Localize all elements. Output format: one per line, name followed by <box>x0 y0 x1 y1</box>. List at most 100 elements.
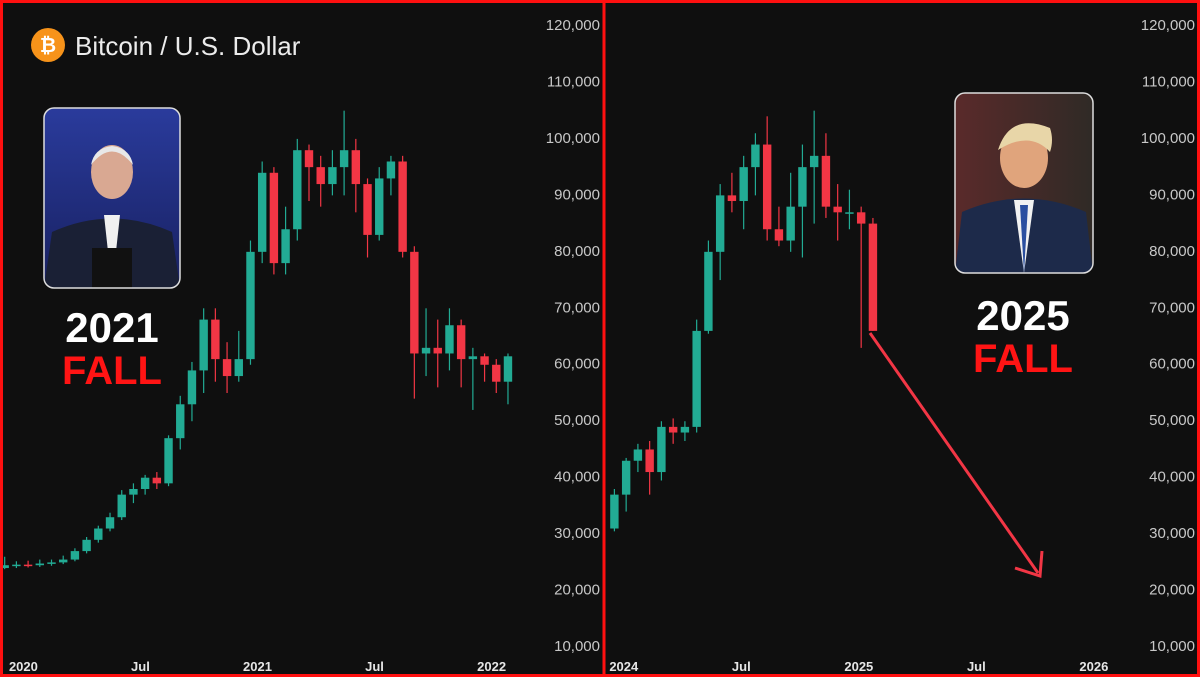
candle-body <box>129 488 138 495</box>
candle-body <box>480 356 489 365</box>
x-tick-label: Jul <box>732 659 751 674</box>
y-tick-label: 10,000 <box>554 638 600 655</box>
candle-body <box>657 426 666 473</box>
candle-body <box>234 359 243 377</box>
candle-body <box>503 356 513 382</box>
candle-body <box>468 356 478 360</box>
x-tick-label: Jul <box>967 659 986 674</box>
candle-body <box>727 195 737 202</box>
candle-body <box>339 150 349 168</box>
x-tick-label: Jul <box>131 659 150 674</box>
trend-arrow <box>868 332 1040 574</box>
candle-body <box>621 460 631 495</box>
candle-body <box>176 404 185 439</box>
y-tick-label: 120,000 <box>1141 17 1195 34</box>
candle-body <box>164 438 173 484</box>
candle-body <box>398 161 407 252</box>
candle-body <box>856 212 866 224</box>
y-tick-label: 80,000 <box>554 243 600 260</box>
y-tick-label: 50,000 <box>1149 412 1195 429</box>
candle-body <box>35 563 44 566</box>
candle-body <box>199 319 208 371</box>
portrait <box>44 108 180 288</box>
annotation-year: 2021 <box>65 304 158 351</box>
candle-body <box>140 477 150 489</box>
candle-body <box>739 167 748 202</box>
x-tick-label: 2020 <box>9 659 38 674</box>
x-tick-label: 2021 <box>243 659 272 674</box>
y-tick-label: 110,000 <box>547 73 600 90</box>
candle-body <box>59 559 68 563</box>
candle-body <box>386 161 396 179</box>
candle-body <box>269 172 279 264</box>
x-tick-label: 2026 <box>1079 659 1108 674</box>
candle-body <box>845 212 854 214</box>
y-tick-label: 120,000 <box>546 17 600 34</box>
candle-body <box>281 229 290 264</box>
candle-body <box>246 251 255 360</box>
candle-body <box>304 150 314 168</box>
candle-body <box>257 172 267 252</box>
y-tick-label: 30,000 <box>554 525 600 542</box>
candle-body <box>762 144 772 230</box>
annotation-fall: FALL <box>62 349 162 393</box>
candle-body <box>47 562 56 564</box>
y-tick-label: 60,000 <box>1149 356 1195 373</box>
logo-symbol: ₿ <box>40 35 56 57</box>
candle-body <box>82 539 91 552</box>
y-tick-label: 100,000 <box>546 130 600 147</box>
candle-body <box>774 229 784 241</box>
candle-body <box>105 517 115 529</box>
x-tick-label: 2025 <box>844 659 873 674</box>
y-tick-label: 80,000 <box>1149 243 1195 260</box>
x-tick-label: 2024 <box>609 659 639 674</box>
candle-body <box>704 251 713 331</box>
arrow-head <box>1014 550 1044 579</box>
candle-body <box>692 330 701 427</box>
candle-body <box>798 167 807 207</box>
chart: 10,000 20,000 30,000 40,000 50,000 60,000 70,0… <box>0 17 600 674</box>
chart-title: Bitcoin / U.S. Dollar <box>75 31 301 61</box>
y-tick-label: 100,000 <box>1141 130 1195 147</box>
candle-body <box>633 449 643 461</box>
portrait-frame <box>43 107 181 289</box>
candle-body <box>421 347 431 354</box>
x-tick-label: Jul <box>365 659 384 674</box>
candle-body <box>351 150 361 185</box>
candle-body <box>821 155 831 207</box>
candle-body <box>117 494 126 518</box>
candle-body <box>492 364 501 382</box>
right-panel: 2025 FALL <box>868 92 1094 579</box>
candle-body <box>445 325 454 354</box>
left-panel: ₿ Bitcoin / U.S. Dollar 2021 FALL <box>31 28 301 393</box>
y-tick-label: 20,000 <box>554 582 600 599</box>
candle-body <box>187 370 197 405</box>
x-tick-label: 2022 <box>477 659 506 674</box>
annotation-year: 2025 <box>976 292 1069 339</box>
candle-body <box>456 325 466 360</box>
portrait-frame <box>954 92 1094 274</box>
y-tick-label: 40,000 <box>1149 469 1195 486</box>
candle-body <box>152 477 162 484</box>
candle-body <box>0 565 9 569</box>
candle-body <box>70 551 80 560</box>
y-tick-label: 110,000 <box>1142 73 1195 90</box>
y-tick-label: 60,000 <box>554 356 600 373</box>
candle-body <box>868 223 878 331</box>
y-tick-label: 70,000 <box>554 299 600 316</box>
candle-body <box>222 359 232 377</box>
portrait <box>955 93 1093 273</box>
candle-body <box>293 150 302 230</box>
candle-body <box>833 206 842 213</box>
y-tick-label: 50,000 <box>554 412 600 429</box>
candle-body <box>363 184 372 235</box>
candle-body <box>94 528 103 540</box>
candle-body <box>809 155 819 168</box>
y-tick-label: 30,000 <box>1149 525 1195 542</box>
candle-body <box>12 564 21 567</box>
candle-body <box>375 178 384 235</box>
candle-body <box>610 494 619 529</box>
y-tick-label: 90,000 <box>1149 186 1195 203</box>
candle-body <box>433 347 442 354</box>
